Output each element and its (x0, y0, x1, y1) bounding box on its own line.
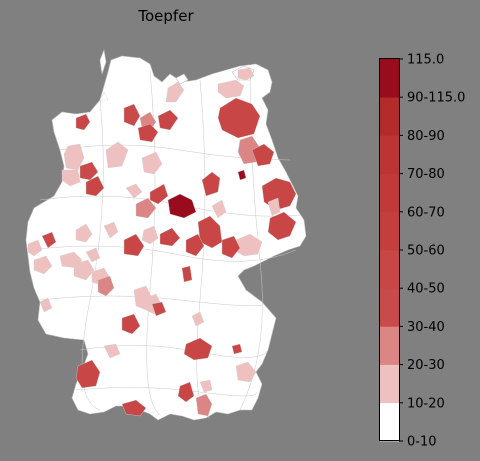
district-vorpommern (217, 79, 245, 99)
district-border-line (75, 387, 257, 397)
legend-swatch (380, 135, 399, 174)
legend-swatch (380, 59, 399, 98)
district-munich (103, 343, 121, 359)
district-allgaeu (199, 379, 213, 393)
district-lower-saxony-c (141, 151, 163, 175)
legend-tick-label: 70-80 (407, 167, 445, 182)
district-passau (231, 343, 243, 355)
legend-ticks: 0-10 10-20 20-30 30-40 40-50 50-60 60-70 70-80 8… (399, 53, 465, 450)
district-wuerzburg (181, 265, 193, 283)
district-hamburg-area (139, 111, 157, 131)
legend-swatch (380, 250, 399, 289)
district-hamburg-east (137, 123, 159, 143)
legend-tick-label: 50-60 (407, 244, 445, 259)
district-rosenheim (195, 393, 213, 417)
district-koblenz (85, 247, 101, 263)
district-mecklenburg-se (217, 97, 261, 139)
district-cottbus (267, 197, 281, 217)
district-rostock-area (165, 81, 185, 103)
district-regensburg (183, 337, 213, 361)
district-stuttgart (121, 313, 141, 335)
district-siegen (73, 259, 95, 281)
district-nuremberg (151, 301, 167, 317)
legend-swatch (380, 288, 399, 327)
district-border-line (39, 295, 263, 307)
district-hesse-n (103, 221, 119, 239)
district-harz (149, 183, 169, 205)
district-goettingen (75, 223, 93, 243)
district-lower-saxony-n (105, 141, 129, 169)
district-schleswig-west (99, 91, 109, 101)
legend-bins (380, 59, 399, 442)
district-bremen-west (75, 113, 91, 131)
district-aachen (33, 255, 53, 275)
district-friesland (157, 109, 179, 131)
district-emsland (61, 169, 81, 187)
district-ruegen-east (237, 67, 255, 81)
district-freiburg (75, 359, 101, 389)
district-leipzig (221, 235, 241, 259)
district-kassel (123, 233, 145, 257)
legend-tick-label: 80-90 (407, 129, 445, 144)
district-thuringia-n (159, 227, 181, 247)
district-saarland (39, 297, 53, 313)
district-lake-constance (121, 399, 147, 417)
legend-tick-label: 20-30 (407, 358, 445, 373)
district-lausitz (267, 211, 297, 241)
district-border-line (29, 245, 297, 262)
district-osnabrueck (85, 175, 105, 197)
district-cologne (41, 231, 57, 249)
legend-swatch (380, 173, 399, 213)
legend-tick-label: 0-10 (407, 435, 437, 450)
land-island-fehmarn (175, 73, 189, 85)
district-magdeburg-w (135, 197, 157, 219)
legend-tick-label: 10-20 (407, 396, 445, 411)
legend-swatch (380, 211, 399, 251)
legend-swatch (380, 364, 399, 404)
legend-tick-label: 40-50 (407, 282, 445, 297)
legend-tick-label: 30-40 (407, 320, 445, 335)
district-frankfurt (97, 275, 115, 297)
land-island-sylt (99, 48, 107, 75)
district-saxony-anhalt-n (201, 171, 221, 197)
district-augsburg (235, 361, 257, 383)
district-heilbronn (191, 311, 205, 327)
legend-tick-label: 90-115.0 (407, 91, 465, 106)
district-berlin (237, 169, 247, 181)
legend-swatch (380, 97, 399, 136)
district-hannover-east (125, 183, 143, 199)
district-ruhr-w (27, 239, 43, 257)
colored-districts (27, 67, 297, 417)
district-garmisch (177, 381, 195, 403)
district-oldenburg (79, 161, 99, 181)
legend-tick-label: 115.0 (407, 53, 444, 68)
legend-tick-label: 60-70 (407, 205, 445, 220)
district-saxony-c (211, 199, 227, 219)
district-hamburg-south (123, 103, 141, 127)
district-chemnitz (185, 233, 205, 257)
district-brandenburg-e (251, 143, 275, 167)
map-title: Toepfer (138, 7, 194, 25)
legend-swatch (380, 402, 399, 442)
district-border-line (81, 99, 104, 411)
district-saxony-anhalt-c (167, 193, 197, 219)
district-thuringia-c (141, 225, 159, 245)
legend-swatch (380, 326, 399, 365)
